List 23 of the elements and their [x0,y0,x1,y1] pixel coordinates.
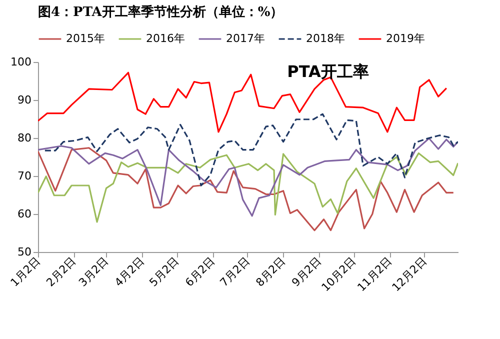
line-series [38,138,458,217]
y-tick-label: 80 [18,132,32,144]
x-tick-label: 3月2日 [76,254,112,290]
x-tick-label: 2月2日 [44,254,79,290]
x-tick-label: 5月2日 [146,254,182,290]
y-tick-label: 70 [18,170,32,182]
x-tick-label: 6月2日 [182,254,218,290]
annotation: PTA开工率 [287,62,369,81]
x-tick-label: 8月2日 [253,254,288,290]
x-tick-label: 7月2日 [218,254,252,290]
line-series [44,113,458,186]
legend-label: 2019年 [386,32,425,45]
y-tick-label: 90 [18,94,32,106]
line-series [38,147,454,232]
line-series [38,152,458,223]
legend-label: 2017年 [226,32,265,45]
legend-label: 2018年 [306,32,345,45]
y-tick-label: 60 [18,208,32,220]
legend-label: 2015年 [66,32,105,45]
chart-title: 图4：PTA开工率季节性分析（单位：%） [38,4,284,20]
y-tick-label: 100 [10,56,32,68]
x-tick-label: 4月2日 [112,254,147,290]
legend-label: 2016年 [146,32,185,45]
